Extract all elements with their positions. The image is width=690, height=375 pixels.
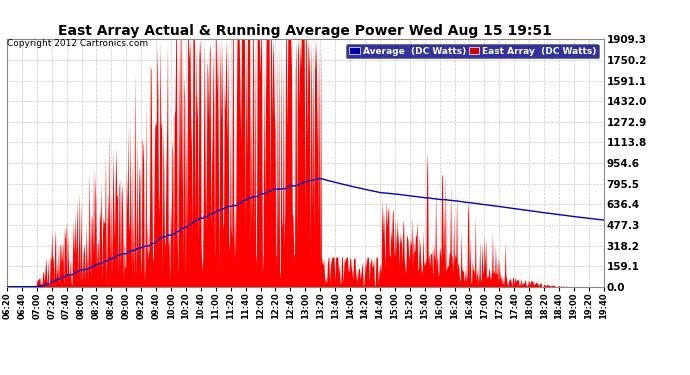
Title: East Array Actual & Running Average Power Wed Aug 15 19:51: East Array Actual & Running Average Powe…	[59, 24, 552, 38]
Text: Copyright 2012 Cartronics.com: Copyright 2012 Cartronics.com	[7, 39, 148, 48]
Legend: Average  (DC Watts), East Array  (DC Watts): Average (DC Watts), East Array (DC Watts…	[346, 44, 599, 58]
